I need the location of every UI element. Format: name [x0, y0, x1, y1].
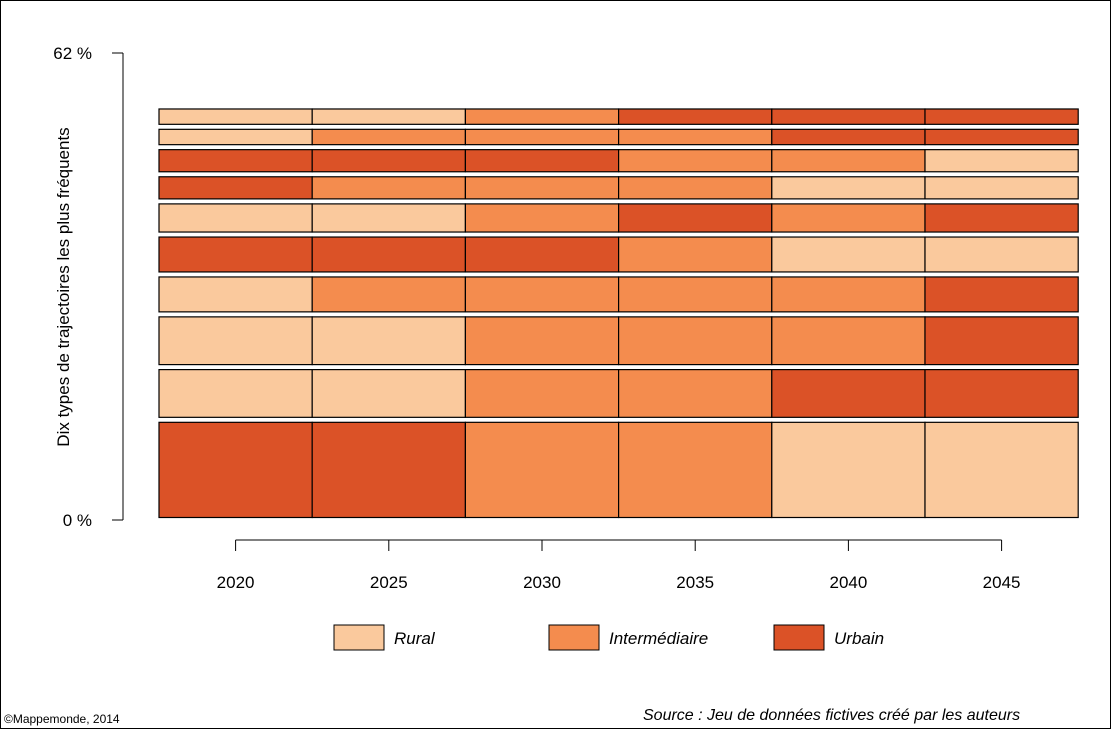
bar-cell-urbain	[771, 108, 926, 125]
legend-label-intermediaire: Intermédiaire	[609, 629, 708, 648]
bar-cell-rural	[158, 108, 313, 125]
y-tick-label-top: 62 %	[53, 44, 92, 63]
bar-cell-rural	[311, 316, 467, 366]
bar-cell-intermediaire	[617, 236, 773, 273]
trajectory-4	[158, 276, 1079, 313]
bar-cell-intermediaire	[464, 176, 620, 200]
bar-cell-intermediaire	[771, 149, 926, 173]
bar-cell-intermediaire	[464, 108, 620, 125]
bar-cell-intermediaire	[311, 128, 467, 146]
bar-cell-rural	[771, 176, 926, 200]
bar-cell-intermediaire	[464, 316, 620, 366]
bar-cell-intermediaire	[617, 149, 773, 173]
trajectory-6	[158, 203, 1079, 233]
x-axis: 2020 2025 2030 2035 2040 2045	[217, 539, 1021, 592]
bar-cell-urbain	[924, 276, 1079, 313]
x-tick-label: 2035	[676, 573, 714, 592]
bar-cell-urbain	[311, 421, 467, 519]
bar-cell-rural	[158, 369, 313, 418]
bar-cell-rural	[158, 276, 313, 313]
trajectory-2	[158, 369, 1079, 418]
bar-cell-urbain	[464, 236, 620, 273]
bar-cell-rural	[771, 236, 926, 273]
trajectory-3	[158, 316, 1079, 366]
bar-cell-urbain	[924, 108, 1079, 125]
trajectory-bars	[158, 108, 1079, 519]
bar-cell-rural	[924, 236, 1079, 273]
legend-label-urbain: Urbain	[834, 629, 884, 648]
x-tick-label: 2025	[370, 573, 408, 592]
legend-label-rural: Rural	[394, 629, 436, 648]
bar-cell-rural	[311, 203, 467, 233]
bar-cell-intermediaire	[771, 203, 926, 233]
bar-cell-urbain	[617, 108, 773, 125]
legend: Rural Intermédiaire Urbain	[333, 624, 884, 651]
legend-swatch-urbain	[773, 624, 825, 651]
bar-cell-urbain	[617, 203, 773, 233]
bar-cell-intermediaire	[617, 176, 773, 200]
bar-cell-intermediaire	[617, 316, 773, 366]
bar-cell-rural	[158, 128, 313, 146]
bar-cell-intermediaire	[311, 176, 467, 200]
trajectory-5	[158, 236, 1079, 273]
bar-cell-intermediaire	[464, 203, 620, 233]
copyright-note: ©Mappemonde, 2014	[4, 712, 120, 726]
legend-swatch-intermediaire	[548, 624, 600, 651]
bar-cell-urbain	[464, 149, 620, 173]
bar-cell-intermediaire	[617, 421, 773, 519]
bar-cell-rural	[924, 421, 1079, 519]
y-tick-label-bottom: 0 %	[63, 511, 92, 530]
trajectory-8	[158, 149, 1079, 173]
bar-cell-urbain	[924, 369, 1079, 418]
bar-cell-intermediaire	[617, 276, 773, 313]
source-note: Source : Jeu de données fictives créé pa…	[643, 707, 1021, 724]
bar-cell-rural	[771, 421, 926, 519]
bar-cell-urbain	[924, 316, 1079, 366]
y-axis-title: Dix types de trajectoires les plus fréqu…	[54, 127, 73, 446]
bar-cell-intermediaire	[771, 316, 926, 366]
bar-cell-intermediaire	[311, 276, 467, 313]
bar-cell-rural	[311, 108, 467, 125]
bar-cell-intermediaire	[617, 369, 773, 418]
legend-swatch-rural	[333, 624, 385, 651]
bar-cell-rural	[924, 176, 1079, 200]
bar-cell-urbain	[158, 149, 313, 173]
bar-cell-urbain	[924, 203, 1079, 233]
x-tick-label: 2020	[217, 573, 255, 592]
bar-cell-intermediaire	[464, 276, 620, 313]
bar-cell-intermediaire	[771, 276, 926, 313]
bar-cell-urbain	[771, 369, 926, 418]
bar-cell-urbain	[924, 128, 1079, 146]
bar-cell-rural	[158, 316, 313, 366]
bar-cell-intermediaire	[464, 128, 620, 146]
bar-cell-urbain	[158, 421, 313, 519]
trajectory-1	[158, 421, 1079, 519]
bar-cell-urbain	[771, 128, 926, 146]
trajectory-7	[158, 176, 1079, 200]
bar-cell-urbain	[311, 149, 467, 173]
bar-cell-urbain	[158, 236, 313, 273]
trajectory-9	[158, 128, 1079, 146]
bar-cell-rural	[924, 149, 1079, 173]
bar-cell-urbain	[311, 236, 467, 273]
y-axis: 0 % 62 %	[53, 44, 124, 530]
bar-cell-rural	[158, 203, 313, 233]
x-tick-label: 2045	[983, 573, 1021, 592]
x-tick-label: 2030	[523, 573, 561, 592]
x-tick-label: 2040	[829, 573, 867, 592]
bar-cell-intermediaire	[464, 369, 620, 418]
bar-cell-intermediaire	[464, 421, 620, 519]
bar-cell-rural	[311, 369, 467, 418]
trajectory-10	[158, 108, 1079, 125]
bar-cell-urbain	[158, 176, 313, 200]
bar-cell-intermediaire	[617, 128, 773, 146]
